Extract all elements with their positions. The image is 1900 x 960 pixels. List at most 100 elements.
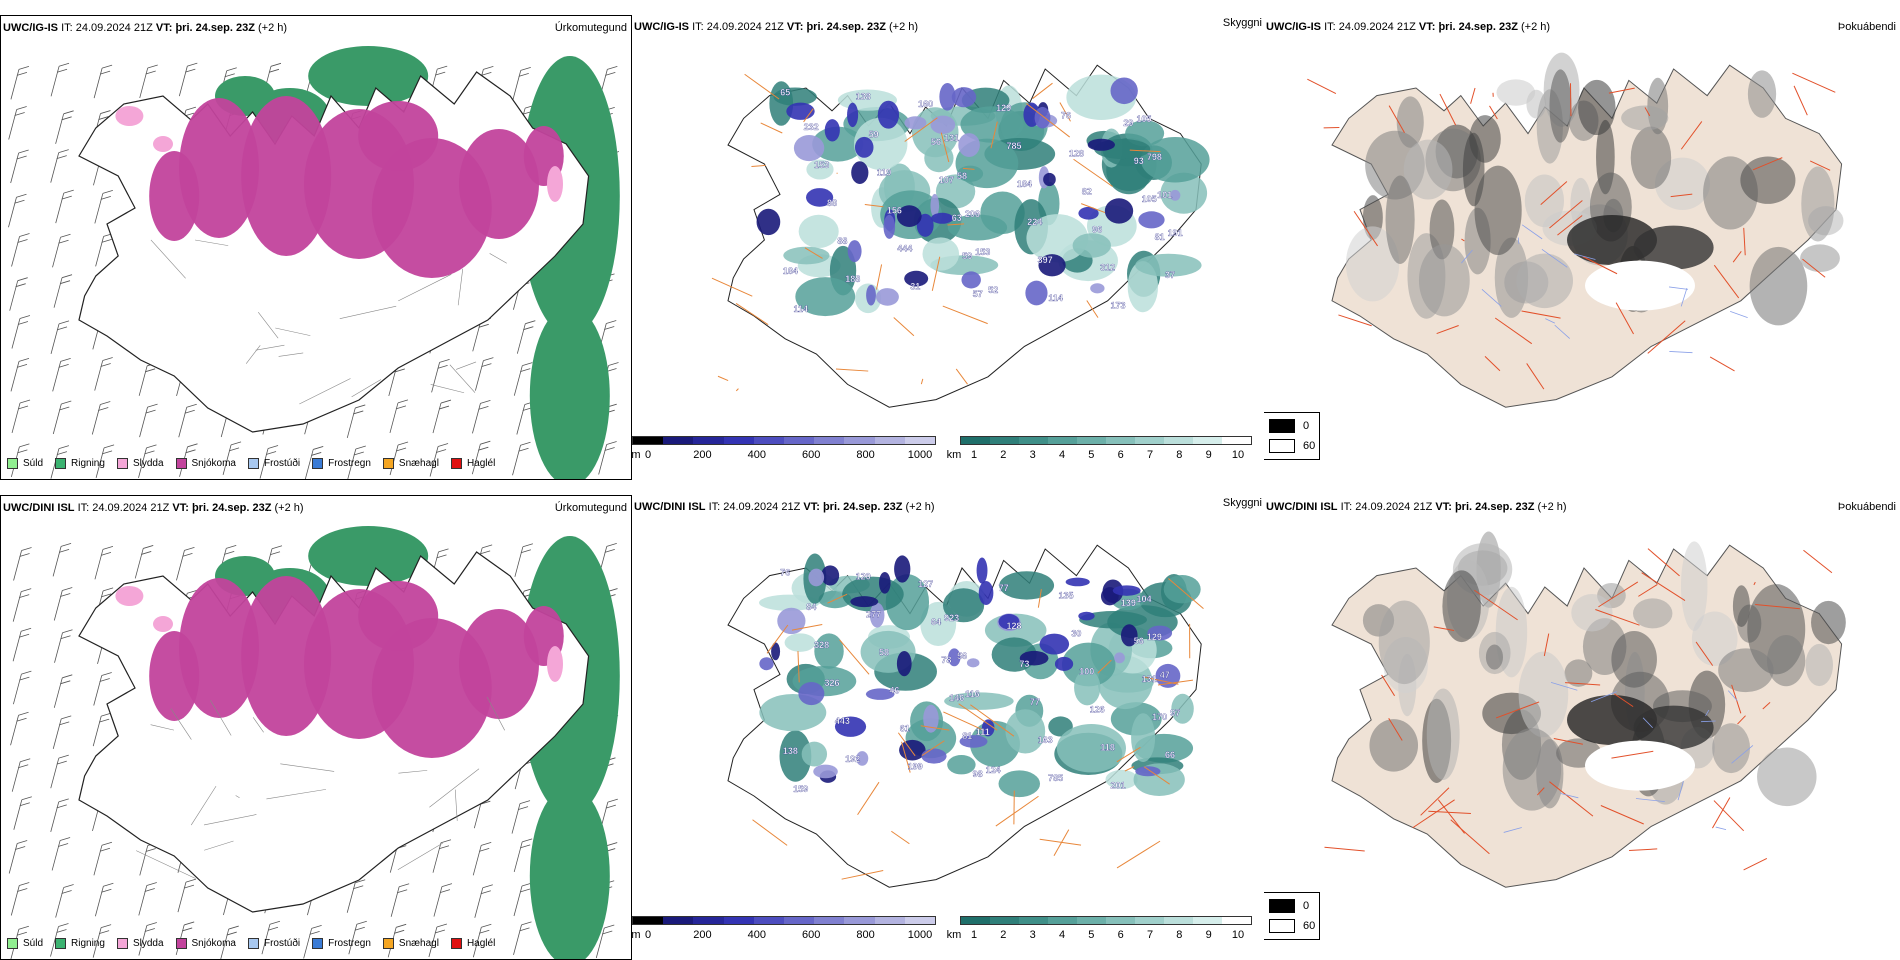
legend-swatch bbox=[117, 458, 128, 469]
colorbar-tick: 1 bbox=[971, 929, 977, 941]
legend-label: Slydda bbox=[133, 938, 164, 949]
road-line bbox=[1125, 767, 1134, 771]
sleet-area bbox=[115, 586, 143, 606]
cloud-base-area bbox=[850, 596, 878, 607]
colorbar-tick: 3 bbox=[1030, 449, 1036, 461]
cloud-base-value: 58 bbox=[879, 647, 889, 657]
cloud-base-value: 46 bbox=[889, 685, 899, 695]
fog-shade bbox=[1519, 651, 1569, 737]
colorbar-tick: 200 bbox=[693, 449, 711, 461]
cloud-base-value: 52 bbox=[988, 285, 998, 295]
cloud-base-value: 29 bbox=[1123, 118, 1133, 128]
cloud-base-area bbox=[777, 608, 805, 634]
sleet-area bbox=[547, 646, 563, 682]
road-line bbox=[1714, 801, 1744, 831]
cloud-base-area bbox=[1114, 652, 1125, 663]
panel-title: Þokuábendi bbox=[1838, 21, 1896, 33]
cloud-base-area bbox=[958, 133, 980, 157]
legend-label: Snæhagl bbox=[399, 458, 439, 469]
cloud-base-value: 785 bbox=[1048, 773, 1063, 783]
cloud-base-value: 785 bbox=[1006, 141, 1021, 151]
cloud-base-value: 88 bbox=[827, 198, 837, 208]
legend-item: Frostregn bbox=[312, 458, 371, 469]
cloud-base-area bbox=[786, 103, 814, 120]
cloud-base-value: 170 bbox=[1152, 712, 1167, 722]
legend-swatch bbox=[451, 938, 462, 949]
cloud-base-area bbox=[1110, 78, 1137, 105]
cloud-base-area bbox=[876, 288, 899, 306]
legend-item: Frostúði bbox=[248, 938, 300, 949]
fog-shade bbox=[1733, 585, 1750, 627]
colorbar-tick: 4 bbox=[1059, 449, 1065, 461]
fog-shade bbox=[1633, 598, 1672, 628]
cloud-base-value: 128 bbox=[1006, 621, 1021, 631]
low-visibility-area bbox=[814, 633, 843, 668]
cloud-base-area bbox=[757, 209, 781, 235]
cloud-base-value: 224 bbox=[1027, 217, 1042, 227]
fog-shade bbox=[1469, 115, 1500, 163]
fog-shade bbox=[1681, 541, 1708, 631]
fog-shade bbox=[1801, 166, 1834, 241]
cloud-base-area bbox=[961, 271, 980, 288]
sleet-area bbox=[153, 136, 173, 152]
cloud-base-value: 116 bbox=[965, 689, 980, 699]
fog-shade bbox=[1475, 166, 1522, 255]
cloud-base-value: 128 bbox=[1069, 148, 1084, 158]
precip-type-panel-top: UWC/IG-IS IT: 24.09.2024 21Z VT: þri. 24… bbox=[0, 15, 632, 480]
low-visibility-area bbox=[1057, 724, 1126, 772]
colorbar-tick: 5 bbox=[1088, 449, 1094, 461]
legend-label: Slydda bbox=[133, 458, 164, 469]
cloud-base-area bbox=[904, 116, 926, 129]
fog-shade bbox=[1571, 594, 1612, 631]
precip-map-bottom bbox=[1, 496, 632, 960]
cloud-base-value: 444 bbox=[897, 243, 912, 253]
fog-panel-bottom: UWC/DINI ISL IT: 24.09.2024 21Z VT: þri.… bbox=[1264, 495, 1900, 960]
colorbar-tick: 8 bbox=[1176, 929, 1182, 941]
fog-colorbar: 0 60 bbox=[1264, 892, 1320, 940]
road-line bbox=[1710, 357, 1734, 371]
cloud-base-value: 101 bbox=[1157, 190, 1172, 200]
cloud-base-value: 206 bbox=[965, 209, 980, 219]
cloud-base-value: 47 bbox=[1160, 670, 1170, 680]
cloud-base-value: 138 bbox=[783, 746, 798, 756]
cloud-base-value: 443 bbox=[835, 716, 850, 726]
colorbar-tick: 400 bbox=[748, 449, 766, 461]
fog-shade bbox=[1549, 69, 1571, 142]
cloud-base-value: 59 bbox=[962, 251, 972, 261]
colorbar-tick: 800 bbox=[856, 449, 874, 461]
panel-header: UWC/DINI ISL IT: 24.09.2024 21Z VT: þri.… bbox=[1266, 501, 1567, 513]
cloud-base-value: 118 bbox=[1100, 742, 1115, 752]
sleet-area bbox=[115, 106, 143, 126]
legend-item: Súld bbox=[7, 458, 43, 469]
snow-area bbox=[358, 101, 438, 171]
legend-swatch bbox=[383, 938, 394, 949]
cloud-base-value: 63 bbox=[952, 213, 962, 223]
cloud-base-value: 37 bbox=[1165, 270, 1175, 280]
cloud-base-value: 131 bbox=[944, 133, 959, 143]
cloud-base-value: 84 bbox=[806, 602, 816, 612]
cloud-base-value: 88 bbox=[837, 236, 847, 246]
fog-shade bbox=[1404, 140, 1453, 200]
cloud-base-area bbox=[759, 657, 773, 670]
glacier-area bbox=[1585, 741, 1695, 791]
colorbar-tick: 10 bbox=[1232, 449, 1244, 461]
cloud-base-area bbox=[1025, 281, 1047, 306]
fog-shade bbox=[1578, 80, 1615, 135]
cloud-base-value: 105 bbox=[1142, 194, 1157, 204]
fog-shade bbox=[1800, 244, 1840, 272]
precip-type-panel-bottom: UWC/DINI ISL IT: 24.09.2024 21Z VT: þri.… bbox=[0, 495, 632, 960]
low-visibility-area bbox=[783, 247, 829, 265]
legend-item: Slydda bbox=[117, 938, 164, 949]
cloud-base-area bbox=[794, 135, 824, 161]
cloud-base-value: 163 bbox=[1038, 735, 1053, 745]
legend-label: Snjókoma bbox=[192, 458, 236, 469]
fog-colorbar: 0 60 bbox=[1264, 412, 1320, 460]
legend-swatch bbox=[451, 458, 462, 469]
cloud-base-area bbox=[1035, 107, 1051, 129]
low-visibility-area bbox=[924, 144, 953, 172]
cloud-base-value: 192 bbox=[845, 754, 860, 764]
legend-swatch bbox=[55, 458, 66, 469]
road-line bbox=[751, 165, 765, 166]
cloud-base-value: 798 bbox=[1147, 152, 1162, 162]
cloud-base-value: 82 bbox=[1082, 186, 1092, 196]
